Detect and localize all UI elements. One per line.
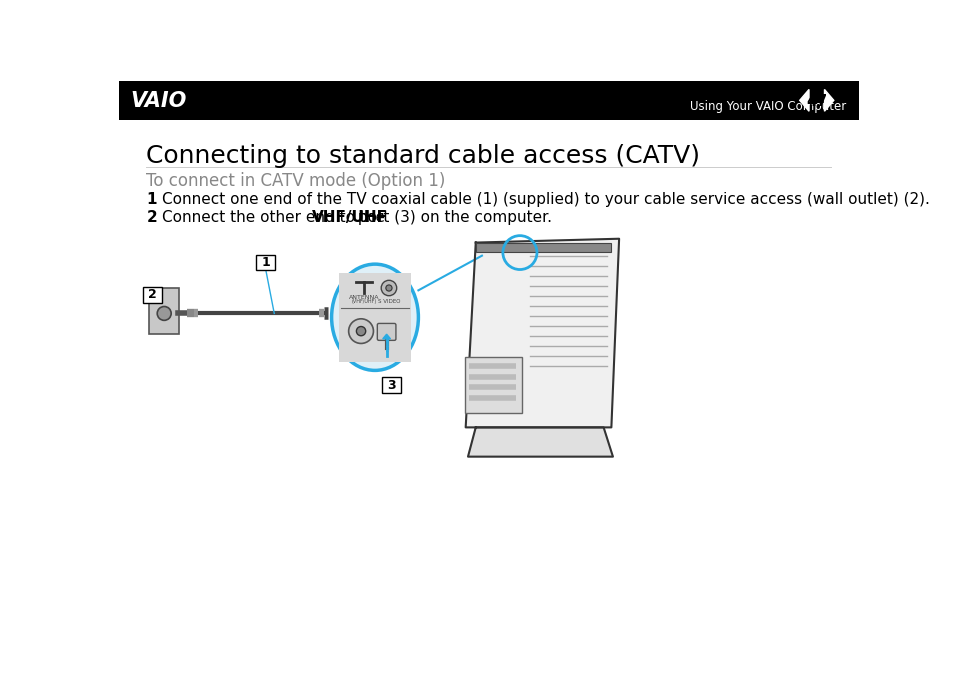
Text: ANTENNA: ANTENNA: [349, 295, 379, 300]
Bar: [119, 81, 858, 120]
Text: 47: 47: [805, 94, 826, 109]
Circle shape: [381, 280, 396, 296]
Text: Connect the other end to the: Connect the other end to the: [162, 210, 390, 225]
Text: Connecting to standard cable access (CATV): Connecting to standard cable access (CAT…: [146, 144, 700, 168]
Text: 1: 1: [261, 256, 270, 269]
Text: Using Your VAIO Computer: Using Your VAIO Computer: [689, 100, 845, 113]
Text: 3: 3: [387, 379, 395, 392]
Polygon shape: [465, 239, 618, 427]
Ellipse shape: [332, 264, 418, 371]
Polygon shape: [382, 334, 390, 339]
Circle shape: [348, 319, 373, 344]
FancyBboxPatch shape: [381, 377, 400, 393]
Text: (VHF/UHF): (VHF/UHF): [351, 299, 376, 304]
FancyBboxPatch shape: [150, 288, 179, 334]
Text: 2: 2: [146, 210, 157, 225]
FancyBboxPatch shape: [143, 287, 162, 303]
Text: 2: 2: [148, 288, 157, 301]
Polygon shape: [468, 427, 612, 457]
Text: To connect in CATV mode (Option 1): To connect in CATV mode (Option 1): [146, 172, 445, 190]
Circle shape: [356, 326, 365, 336]
Text: VAIO: VAIO: [131, 91, 187, 111]
FancyBboxPatch shape: [256, 255, 274, 270]
FancyBboxPatch shape: [339, 272, 410, 362]
Bar: [476, 243, 611, 252]
Text: port (3) on the computer.: port (3) on the computer.: [353, 210, 552, 225]
Polygon shape: [823, 90, 833, 111]
FancyBboxPatch shape: [377, 324, 395, 340]
Text: 1: 1: [146, 192, 156, 207]
FancyBboxPatch shape: [464, 357, 521, 412]
Circle shape: [157, 307, 171, 320]
Text: Connect one end of the TV coaxial cable (1) (supplied) to your cable service acc: Connect one end of the TV coaxial cable …: [162, 192, 929, 207]
Circle shape: [385, 285, 392, 291]
Text: VHF/UHF: VHF/UHF: [311, 210, 387, 225]
Polygon shape: [799, 90, 808, 111]
Text: S VIDEO: S VIDEO: [377, 299, 399, 304]
